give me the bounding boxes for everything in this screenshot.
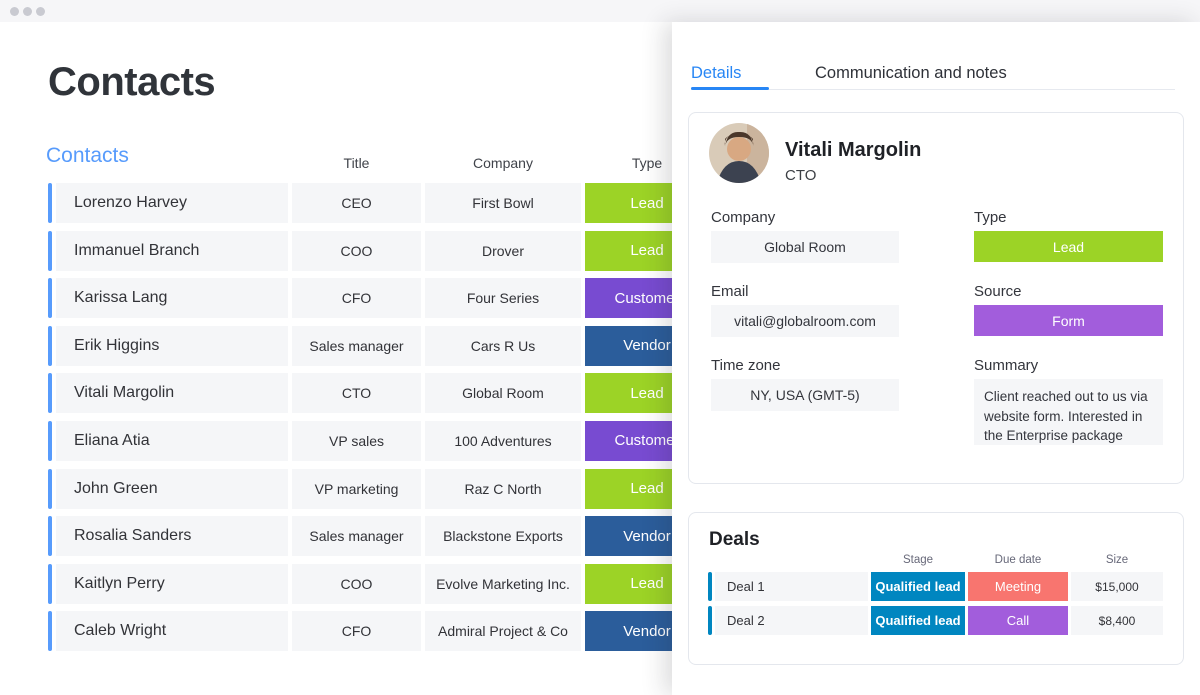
contact-title-cell[interactable]: COO <box>292 230 421 271</box>
contact-company-cell[interactable]: Blackstone Exports <box>425 516 581 557</box>
contact-name-cell[interactable]: Erik Higgins <box>56 325 288 366</box>
deal-name-cell[interactable]: Deal 1 <box>715 572 868 601</box>
table-row: Vitali Margolin CTO Global Room Lead <box>48 373 709 414</box>
window-dot-icon[interactable] <box>36 7 45 16</box>
deal-name-cell[interactable]: Deal 2 <box>715 606 868 635</box>
tab-divider <box>691 89 1175 90</box>
table-row: Karissa Lang CFO Four Series Customer <box>48 278 709 319</box>
contact-details-card: Vitali Margolin CTO Company Global Room … <box>688 112 1184 484</box>
deal-size-cell[interactable]: $8,400 <box>1071 606 1163 635</box>
deal-stage-badge[interactable]: Qualified lead <box>871 572 965 601</box>
table-row: Rosalia Sanders Sales manager Blackstone… <box>48 516 709 557</box>
summary-label: Summary <box>974 357 1039 374</box>
contact-company-cell[interactable]: 100 Adventures <box>425 420 581 461</box>
deal-size-cell[interactable]: $15,000 <box>1071 572 1163 601</box>
table-row: Erik Higgins Sales manager Cars R Us Ven… <box>48 325 709 366</box>
tab-communication-and-notes[interactable]: Communication and notes <box>815 64 1007 82</box>
table-row: Kaitlyn Perry COO Evolve Marketing Inc. … <box>48 563 709 604</box>
deal-color-bar <box>708 606 712 635</box>
contact-company-cell[interactable]: First Bowl <box>425 183 581 223</box>
email-field[interactable]: vitali@globalroom.com <box>711 305 899 337</box>
row-color-bar <box>48 183 52 223</box>
group-title[interactable]: Contacts <box>46 144 129 167</box>
row-color-bar <box>48 373 52 414</box>
contact-company-cell[interactable]: Raz C North <box>425 468 581 509</box>
contact-title-cell[interactable]: Sales manager <box>292 325 421 366</box>
contact-title-cell[interactable]: Sales manager <box>292 516 421 557</box>
contact-title-cell[interactable]: VP marketing <box>292 468 421 509</box>
detail-panel: Details Communication and notes Vitali M… <box>672 22 1200 695</box>
source-label: Source <box>974 283 1022 300</box>
contact-title-cell[interactable]: CEO <box>292 183 421 223</box>
table-row: Lorenzo Harvey CEO First Bowl Lead <box>48 183 709 223</box>
contact-title-cell[interactable]: CFO <box>292 278 421 319</box>
contact-name-cell[interactable]: Karissa Lang <box>56 278 288 319</box>
contact-name-cell[interactable]: Eliana Atia <box>56 420 288 461</box>
contact-name-cell[interactable]: Caleb Wright <box>56 611 288 652</box>
table-row: Caleb Wright CFO Admiral Project & Co Ve… <box>48 611 709 652</box>
contact-name-cell[interactable]: Kaitlyn Perry <box>56 563 288 604</box>
deals-column-header-size: Size <box>1105 554 1129 566</box>
table-row: John Green VP marketing Raz C North Lead <box>48 468 709 509</box>
contact-title-cell[interactable]: VP sales <box>292 420 421 461</box>
type-label: Type <box>974 209 1007 226</box>
contact-company-cell[interactable]: Four Series <box>425 278 581 319</box>
row-color-bar <box>48 325 52 366</box>
table-row: Eliana Atia VP sales 100 Adventures Cust… <box>48 420 709 461</box>
company-label: Company <box>711 209 776 226</box>
row-color-bar <box>48 420 52 461</box>
deals-column-header-due-date: Due date <box>994 554 1042 566</box>
window-dot-icon[interactable] <box>10 7 19 16</box>
column-header-company[interactable]: Company <box>473 155 533 171</box>
window-dot-icon[interactable] <box>23 7 32 16</box>
row-color-bar <box>48 468 52 509</box>
source-badge[interactable]: Form <box>974 305 1163 336</box>
window-titlebar <box>0 0 1200 22</box>
contacts-table: Lorenzo Harvey CEO First Bowl Lead Imman… <box>48 183 709 652</box>
page-title: Contacts <box>48 60 216 104</box>
contact-company-cell[interactable]: Admiral Project & Co <box>425 611 581 652</box>
contact-company-cell[interactable]: Evolve Marketing Inc. <box>425 563 581 604</box>
deal-due-badge[interactable]: Call <box>968 606 1068 635</box>
contact-title-cell[interactable]: CFO <box>292 611 421 652</box>
deals-column-header-stage: Stage <box>902 554 934 566</box>
deal-stage-badge[interactable]: Qualified lead <box>871 606 965 635</box>
email-label: Email <box>711 283 749 300</box>
active-tab-indicator <box>691 87 769 90</box>
deal-due-badge[interactable]: Meeting <box>968 572 1068 601</box>
tab-details[interactable]: Details <box>691 64 742 82</box>
row-color-bar <box>48 611 52 652</box>
deal-color-bar <box>708 572 712 601</box>
summary-field[interactable]: Client reached out to us via website for… <box>974 379 1163 445</box>
row-color-bar <box>48 230 52 271</box>
avatar <box>709 123 769 183</box>
contact-company-cell[interactable]: Drover <box>425 230 581 271</box>
contact-title-cell[interactable]: CTO <box>292 373 421 414</box>
contact-name-cell[interactable]: Rosalia Sanders <box>56 516 288 557</box>
contact-name-cell[interactable]: Lorenzo Harvey <box>56 183 288 223</box>
contact-name-cell[interactable]: Immanuel Branch <box>56 230 288 271</box>
timezone-field[interactable]: NY, USA (GMT-5) <box>711 379 899 411</box>
column-header-type[interactable]: Type <box>631 155 663 171</box>
contact-name-cell[interactable]: John Green <box>56 468 288 509</box>
contact-company-cell[interactable]: Global Room <box>425 373 581 414</box>
row-color-bar <box>48 278 52 319</box>
contact-role: CTO <box>785 167 817 184</box>
deals-title: Deals <box>709 529 760 550</box>
contact-title-cell[interactable]: COO <box>292 563 421 604</box>
contact-name: Vitali Margolin <box>785 139 922 161</box>
row-color-bar <box>48 563 52 604</box>
deals-card: Deals Stage Due date Size Deal 1 Qualifi… <box>688 512 1184 665</box>
timezone-label: Time zone <box>711 357 781 374</box>
row-color-bar <box>48 516 52 557</box>
type-badge[interactable]: Lead <box>974 231 1163 262</box>
column-header-title[interactable]: Title <box>343 155 370 171</box>
table-row: Immanuel Branch COO Drover Lead <box>48 230 709 271</box>
contact-company-cell[interactable]: Cars R Us <box>425 325 581 366</box>
contact-name-cell[interactable]: Vitali Margolin <box>56 373 288 414</box>
company-field[interactable]: Global Room <box>711 231 899 263</box>
